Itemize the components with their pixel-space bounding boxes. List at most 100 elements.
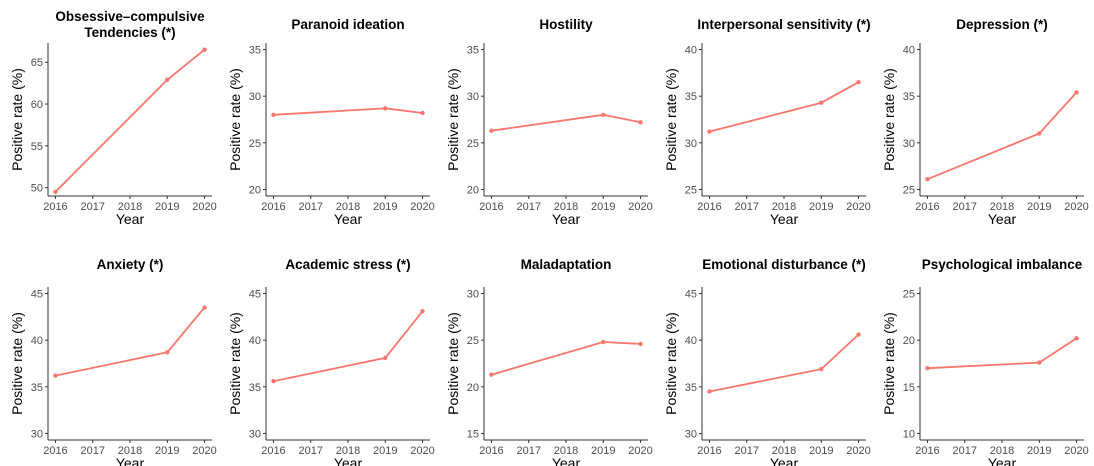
y-axis-label: Positive rate (%) xyxy=(227,312,243,415)
data-point xyxy=(638,341,643,347)
y-axis-label: Positive rate (%) xyxy=(445,312,461,415)
y-tick-label: 25 xyxy=(467,335,479,347)
x-tick-label: 2017 xyxy=(298,445,322,457)
y-tick-label: 30 xyxy=(685,428,697,440)
chart-panel-8: Maladaptation 15 20 25 30 2016 2017 2018 2019 202… xyxy=(445,257,653,466)
chart-panel-2: Paranoid ideation 20 25 30 35 2016 2017 2018 201… xyxy=(227,17,435,227)
x-tick-label: 2019 xyxy=(1027,201,1051,213)
data-point xyxy=(165,77,170,82)
y-tick-label: 35 xyxy=(685,382,697,394)
x-tick-label: 2018 xyxy=(990,201,1014,213)
chart-title: Academic stress (*) xyxy=(285,257,410,272)
y-axis-label: Positive rate (%) xyxy=(881,68,897,171)
x-tick-label: 2019 xyxy=(809,445,833,457)
x-axis-label: Year xyxy=(552,211,581,227)
data-point xyxy=(489,372,494,377)
x-tick-label: 2020 xyxy=(1064,201,1088,213)
x-tick-label: 2016 xyxy=(915,445,939,457)
y-tick-label: 25 xyxy=(467,138,479,150)
series-line xyxy=(54,49,206,193)
x-tick-label: 2020 xyxy=(628,445,652,457)
x-axis-label: Year xyxy=(116,455,145,466)
y-tick-label: 30 xyxy=(467,289,479,301)
y-tick-label: 30 xyxy=(249,428,261,440)
y-tick-label: 10 xyxy=(903,428,915,440)
data-point xyxy=(420,110,425,116)
y-tick-label: 35 xyxy=(249,45,261,57)
x-axis-label: Year xyxy=(334,211,363,227)
data-point xyxy=(202,47,207,52)
x-tick-label: 2019 xyxy=(155,201,179,213)
y-tick-label: 30 xyxy=(685,138,697,150)
chart-title: Emotional disturbance (*) xyxy=(702,257,866,272)
y-tick-label: 55 xyxy=(31,141,43,153)
y-tick-label: 20 xyxy=(903,335,915,347)
y-tick-label: 35 xyxy=(903,91,915,103)
x-axis-label: Year xyxy=(334,455,363,466)
x-tick-label: 2016 xyxy=(43,445,67,457)
x-tick-label: 2017 xyxy=(734,201,758,213)
data-point xyxy=(707,129,712,134)
x-tick-label: 2016 xyxy=(697,201,721,213)
x-tick-label: 2018 xyxy=(772,201,796,213)
y-tick-label: 40 xyxy=(249,335,261,347)
x-tick-label: 2020 xyxy=(192,201,216,213)
x-tick-label: 2017 xyxy=(952,445,976,457)
x-tick-label: 2018 xyxy=(118,445,142,457)
x-tick-label: 2016 xyxy=(261,445,285,457)
y-tick-label: 20 xyxy=(249,184,261,196)
chart-title: Hostility xyxy=(539,17,593,32)
data-point xyxy=(856,79,861,85)
data-point xyxy=(1037,131,1042,136)
data-point xyxy=(1074,336,1079,341)
data-point xyxy=(1037,360,1042,365)
x-tick-label: 2016 xyxy=(915,201,939,213)
y-tick-label: 45 xyxy=(31,289,43,301)
x-tick-label: 2017 xyxy=(80,201,104,213)
data-point xyxy=(489,128,494,133)
x-tick-label: 2019 xyxy=(373,445,397,457)
series-line xyxy=(927,337,1077,370)
x-axis-label: Year xyxy=(116,211,145,227)
y-tick-label: 50 xyxy=(31,183,43,195)
x-tick-label: 2017 xyxy=(516,201,540,213)
data-point xyxy=(383,106,388,111)
data-point xyxy=(420,309,425,314)
y-axis-label: Positive rate (%) xyxy=(9,312,25,415)
series-line xyxy=(491,341,641,376)
data-point xyxy=(271,112,276,118)
series-line xyxy=(709,333,860,393)
x-tick-label: 2019 xyxy=(591,445,615,457)
y-tick-label: 40 xyxy=(685,45,697,57)
y-tick-label: 45 xyxy=(249,289,261,301)
y-tick-label: 60 xyxy=(31,99,43,111)
chart-panel-5: Depression (*) 25 30 35 40 2016 2017 2018 2019 20… xyxy=(881,17,1089,227)
chart-panel-10: Psychological imbalance 10 15 20 25 2016 2017 2… xyxy=(881,257,1089,466)
chart-panel-9: Emotional disturbance (*) 30 35 40 45 2016 201… xyxy=(663,257,871,466)
y-tick-label: 45 xyxy=(685,289,697,301)
chart-title: Anxiety (*) xyxy=(97,257,164,272)
y-tick-label: 40 xyxy=(903,45,915,57)
data-point xyxy=(707,389,712,394)
x-tick-label: 2018 xyxy=(554,201,578,213)
y-axis-label: Positive rate (%) xyxy=(9,68,25,171)
x-tick-label: 2018 xyxy=(118,201,142,213)
data-point xyxy=(925,177,930,182)
x-axis-label: Year xyxy=(770,211,799,227)
data-point xyxy=(819,100,824,105)
chart-title: Depression (*) xyxy=(956,17,1048,32)
y-tick-label: 30 xyxy=(249,91,261,103)
y-tick-label: 30 xyxy=(903,138,915,150)
y-axis-label: Positive rate (%) xyxy=(663,312,679,415)
chart-title: Interpersonal sensitivity (*) xyxy=(697,17,870,32)
y-tick-label: 20 xyxy=(467,382,479,394)
y-tick-label: 40 xyxy=(31,335,43,347)
data-point xyxy=(925,365,930,371)
chart-title: Maladaptation xyxy=(521,257,612,272)
x-tick-label: 2020 xyxy=(410,201,434,213)
x-tick-label: 2018 xyxy=(554,445,578,457)
x-tick-label: 2016 xyxy=(479,201,503,213)
y-tick-label: 35 xyxy=(685,91,697,103)
x-tick-label: 2020 xyxy=(846,445,870,457)
